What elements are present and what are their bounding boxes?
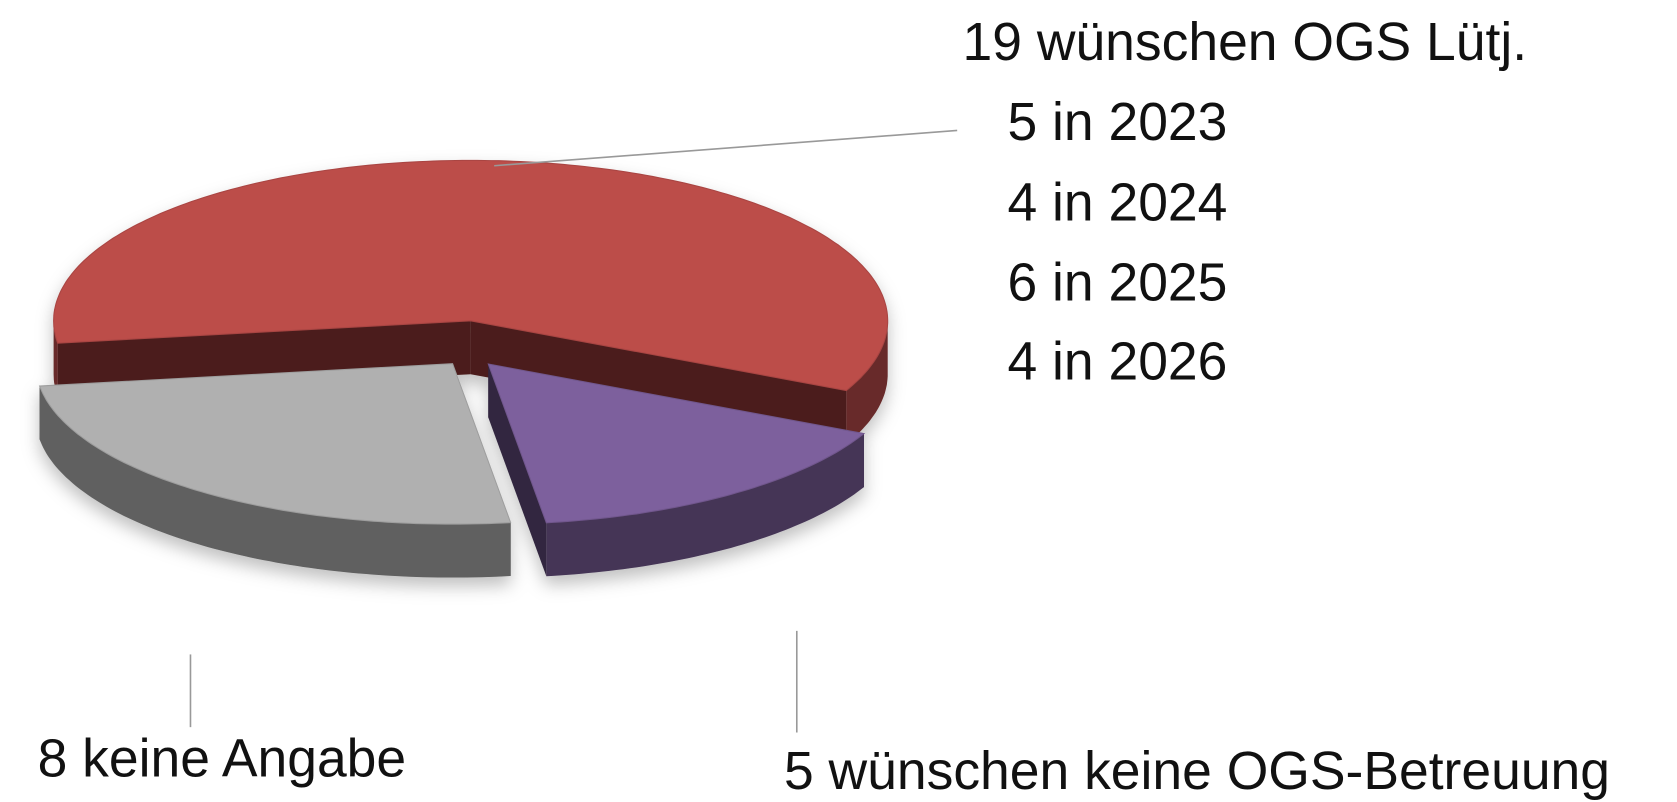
slice-label: 8 keine Angabe <box>38 729 407 788</box>
slice-side <box>546 433 864 577</box>
slice-label: 19 wünschen OGS Lütj. <box>963 13 1528 72</box>
annotation: 5 in 2023 <box>1007 93 1227 152</box>
slice-cut-face <box>488 364 547 577</box>
slice-side <box>53 320 58 397</box>
slice-top <box>487 363 866 524</box>
leader-line <box>494 129 958 167</box>
slice-top <box>38 363 512 525</box>
annotation: 4 in 2024 <box>1007 173 1227 232</box>
pie <box>38 159 889 578</box>
slice-label: 5 wünschen keine OGS-Betreuung <box>784 742 1610 801</box>
slice-side <box>39 386 511 578</box>
pie-slice <box>487 363 866 577</box>
annotation: 4 in 2026 <box>1007 333 1227 392</box>
annotation: 6 in 2025 <box>1007 253 1227 312</box>
slice-side <box>846 322 888 444</box>
pie-slice <box>38 363 512 578</box>
